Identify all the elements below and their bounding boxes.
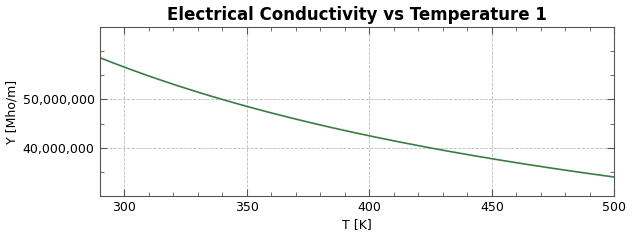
Title: Electrical Conductivity vs Temperature 1: Electrical Conductivity vs Temperature 1: [167, 5, 547, 23]
X-axis label: T [K]: T [K]: [342, 219, 372, 232]
Y-axis label: Y [Mho/m]: Y [Mho/m]: [6, 79, 18, 144]
